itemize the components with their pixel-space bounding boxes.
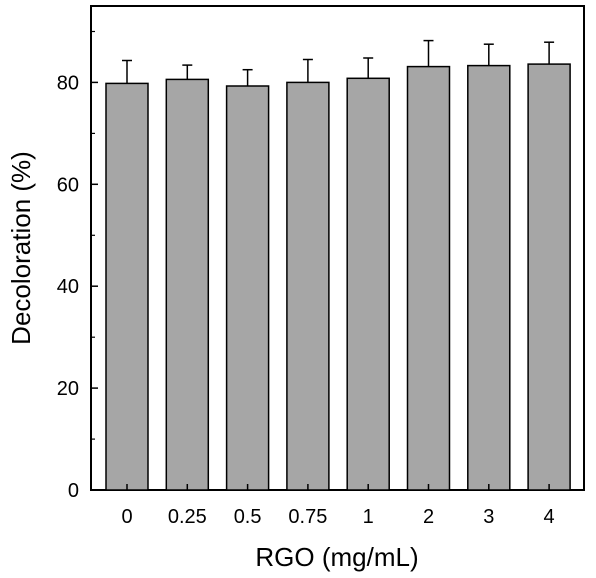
x-tick-label: 0.5 [234,506,262,528]
error-bars-group [122,39,555,86]
bar [406,65,451,491]
y-tick-label: 0 [68,480,79,502]
x-tick-label: 4 [544,506,555,528]
x-tick-label: 0.25 [168,506,207,528]
x-tick-label: 0.75 [288,506,327,528]
x-axis: 0 0.25 0.5 0.75 1 2 3 4 [121,484,555,528]
bar [527,63,571,491]
bar [286,81,330,491]
bar [346,77,390,491]
x-tick-label: 3 [483,506,494,528]
bar [165,78,210,491]
plot-frame [90,5,585,491]
x-axis-title: RGO (mg/mL) [255,542,418,572]
x-tick-label: 0 [121,506,132,528]
y-axis-title: Decoloration (%) [6,151,36,345]
y-tick-label: 60 [57,174,79,196]
x-tick-label: 1 [363,506,374,528]
y-axis: 0 20 40 60 80 [57,30,98,502]
y-tick-label: 40 [57,276,79,298]
x-tick-label: 2 [423,506,434,528]
bars-group [105,63,571,491]
y-tick-label: 20 [57,378,79,400]
bar [225,85,270,491]
y-tick-label: 80 [57,72,79,94]
bar [105,82,149,491]
bar [467,64,511,491]
